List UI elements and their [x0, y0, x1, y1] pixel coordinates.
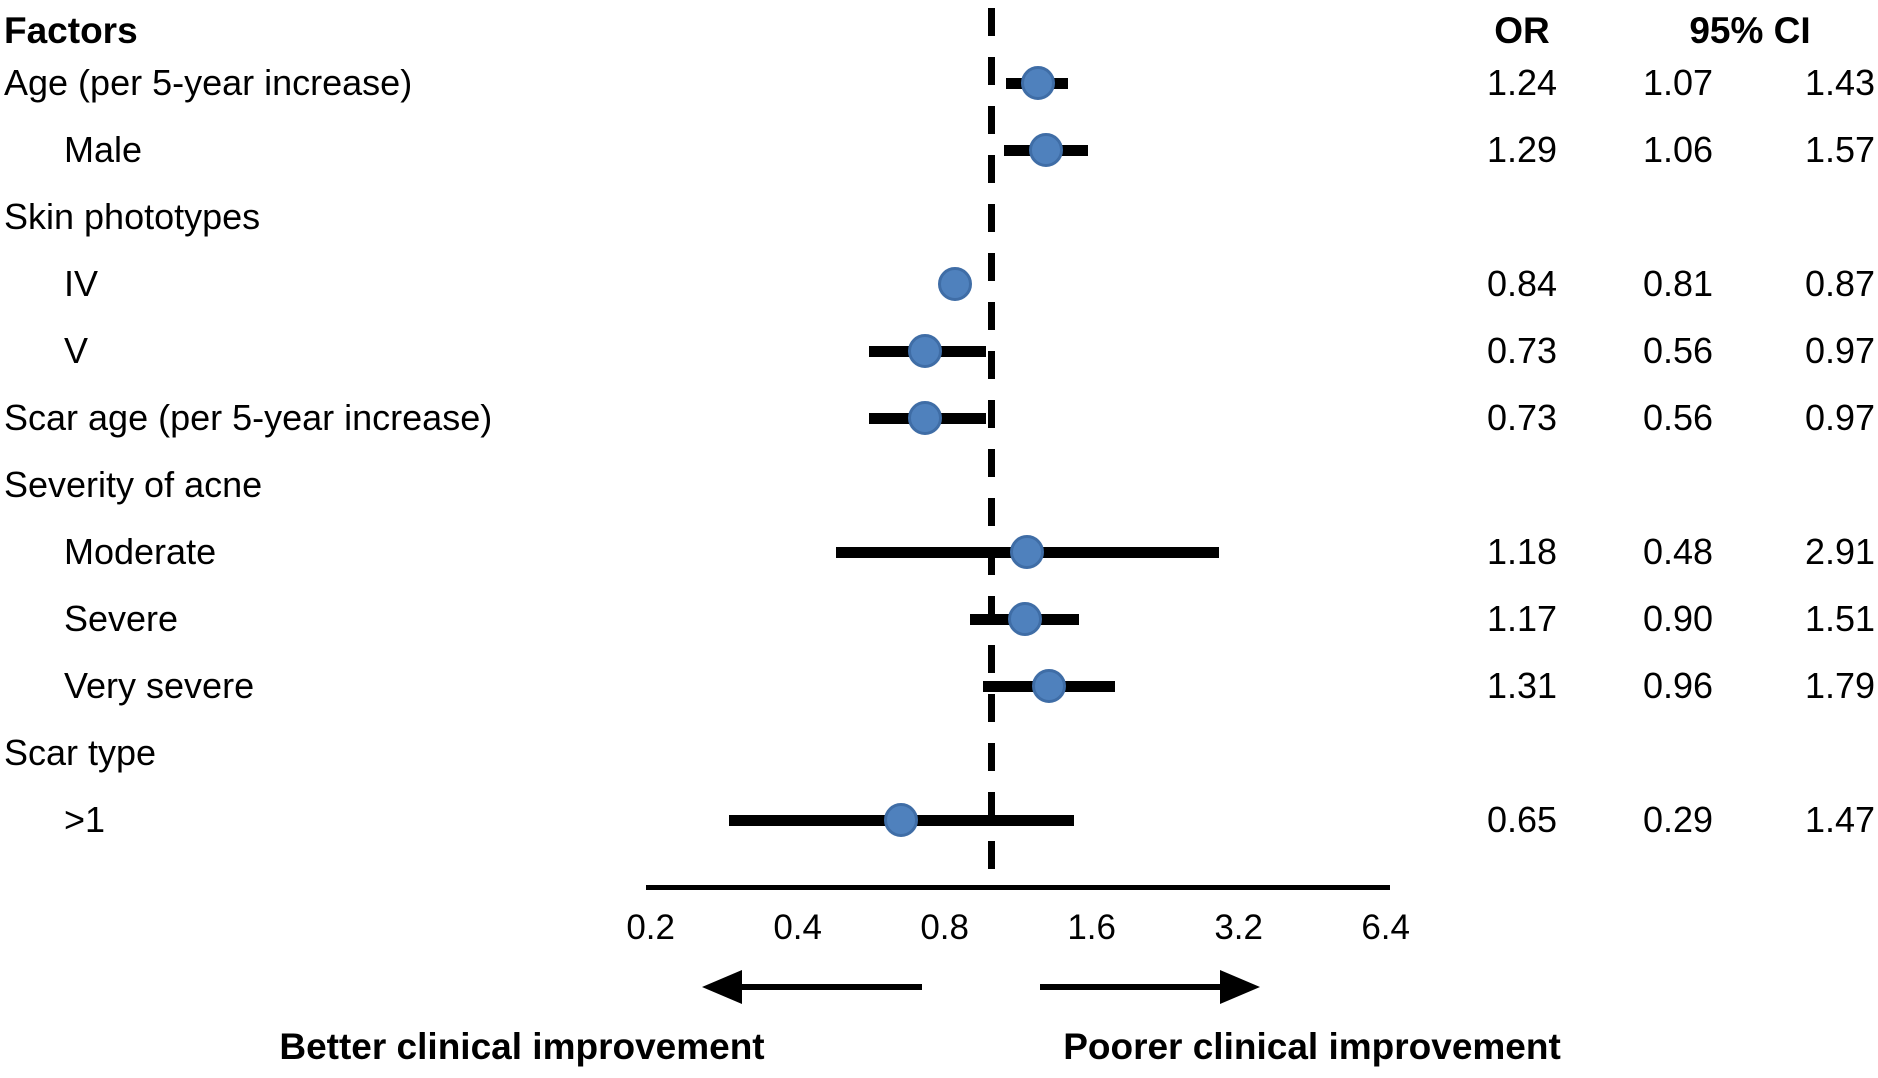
left-arrow-head-icon — [702, 970, 742, 1004]
x-axis-tick-label: 6.4 — [1361, 908, 1410, 947]
or-value: 1.24 — [1486, 62, 1558, 103]
or-marker — [883, 803, 918, 837]
x-axis-tick-label: 0.4 — [773, 908, 822, 947]
or-value: 1.31 — [1486, 665, 1558, 706]
ci-high-value: 1.47 — [1804, 799, 1876, 840]
x-axis-tick-label: 0.8 — [920, 908, 969, 947]
ci-low-value: 1.06 — [1642, 129, 1714, 170]
ci-low-value: 0.90 — [1642, 598, 1714, 639]
or-value: 0.73 — [1486, 397, 1558, 438]
row-label: Severe — [64, 598, 179, 639]
row-label: Very severe — [64, 665, 255, 706]
row-label: Age (per 5-year increase) — [4, 62, 413, 103]
reference-line-or-1 — [988, 8, 995, 882]
or-marker — [1032, 669, 1067, 703]
or-value: 1.29 — [1486, 129, 1558, 170]
right-arrow-head-icon — [1220, 970, 1260, 1004]
row-label: V — [64, 330, 89, 371]
ci-low-value: 0.56 — [1642, 330, 1714, 371]
x-axis-line — [646, 885, 1390, 890]
or-column-header: OR — [1494, 10, 1550, 51]
better-improvement-label: Better clinical improvement — [279, 1026, 765, 1067]
ci-high-value: 1.51 — [1804, 598, 1876, 639]
ci-low-value: 0.81 — [1642, 263, 1714, 304]
row-label: Moderate — [64, 531, 217, 572]
ci-high-value: 2.91 — [1804, 531, 1876, 572]
or-value: 0.73 — [1486, 330, 1558, 371]
row-label: Scar type — [4, 732, 157, 773]
x-axis-tick-label: 0.2 — [626, 908, 675, 947]
row-label: Male — [64, 129, 143, 170]
row-label: Severity of acne — [4, 464, 263, 505]
row-label: >1 — [64, 799, 106, 840]
ci-high-value: 1.43 — [1804, 62, 1876, 103]
or-value: 0.84 — [1486, 263, 1558, 304]
row-label: Skin phototypes — [4, 196, 261, 237]
or-value: 1.17 — [1486, 598, 1558, 639]
or-marker — [1010, 535, 1045, 569]
x-axis-tick-label: 3.2 — [1214, 908, 1263, 947]
ci-high-value: 1.79 — [1804, 665, 1876, 706]
x-axis-tick-label: 1.6 — [1067, 908, 1116, 947]
or-marker — [908, 401, 943, 435]
ci-high-value: 0.97 — [1804, 330, 1876, 371]
right-arrow-shaft — [1040, 984, 1224, 990]
or-marker — [1008, 602, 1043, 636]
ci-high-value: 1.57 — [1804, 129, 1876, 170]
row-label: Scar age (per 5-year increase) — [4, 397, 493, 438]
ci-low-value: 0.29 — [1642, 799, 1714, 840]
or-marker — [938, 267, 973, 301]
ci-low-value: 0.48 — [1642, 531, 1714, 572]
ci-low-value: 1.07 — [1642, 62, 1714, 103]
or-marker — [1020, 66, 1055, 100]
or-value: 1.18 — [1486, 531, 1558, 572]
ci-low-value: 0.96 — [1642, 665, 1714, 706]
left-arrow-shaft — [738, 984, 922, 990]
ci-high-value: 0.97 — [1804, 397, 1876, 438]
ci-column-header: 95% CI — [1689, 10, 1811, 51]
ci-high-value: 0.87 — [1804, 263, 1876, 304]
factors-column-header: Factors — [4, 10, 138, 51]
or-marker — [1029, 133, 1063, 167]
ci-low-value: 0.56 — [1642, 397, 1714, 438]
or-value: 0.65 — [1486, 799, 1558, 840]
row-label: IV — [64, 263, 99, 304]
poorer-improvement-label: Poorer clinical improvement — [1063, 1026, 1561, 1067]
or-marker — [908, 334, 943, 368]
